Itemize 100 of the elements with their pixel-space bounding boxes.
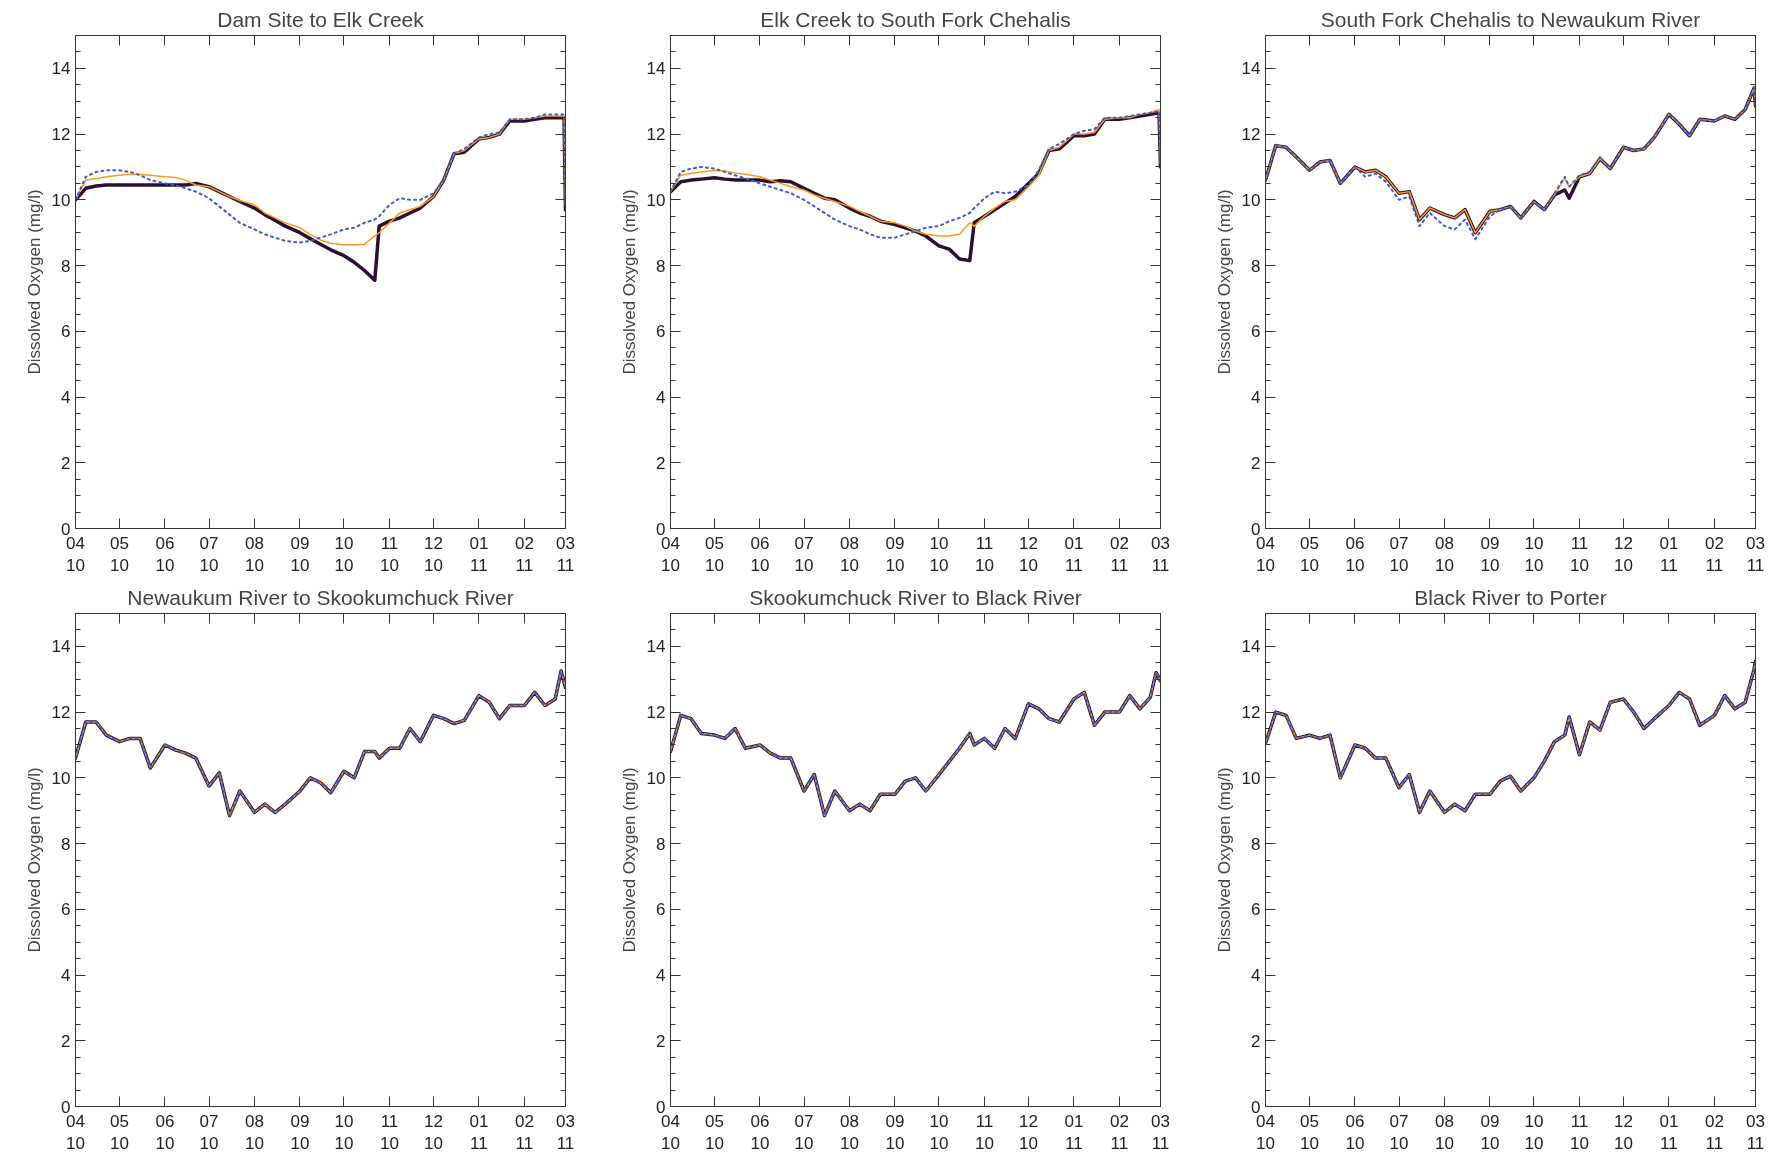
x-tick-label: 07 10 [794, 533, 814, 576]
y-tick-label: 12 [1241, 703, 1261, 723]
x-tick-label: 02 11 [1109, 1111, 1129, 1154]
y-tick-label: 12 [646, 703, 666, 723]
y-tick-label: 8 [1251, 256, 1261, 276]
y-tick-label: 14 [1241, 59, 1261, 79]
x-tick-label: 07 10 [1389, 533, 1409, 576]
y-tick-label: 12 [51, 703, 71, 723]
y-tick-label: 6 [1251, 900, 1261, 920]
x-tick-label: 08 10 [840, 1111, 859, 1154]
x-tick-label: 06 10 [750, 533, 770, 576]
x-tick-label: 03 11 [556, 533, 575, 576]
x-tick-label: 01 11 [469, 533, 489, 576]
x-tick-label: 11 10 [380, 533, 399, 576]
x-tick-label: 02 11 [1704, 533, 1724, 576]
x-tick-label: 01 11 [1064, 1111, 1084, 1154]
x-tick-label: 09 10 [1480, 1111, 1500, 1154]
y-tick-label: 10 [1241, 190, 1261, 210]
x-tick-label: 05 10 [110, 533, 129, 576]
x-tick-label: 08 10 [245, 1111, 264, 1154]
y-tick-label: 14 [646, 59, 666, 79]
y-tick-label: 4 [61, 966, 71, 986]
x-tick-label: 09 10 [885, 1111, 905, 1154]
y-tick-label: 12 [1241, 125, 1261, 145]
x-tick-label: 07 10 [1389, 1111, 1409, 1154]
x-tick-label: 02 11 [514, 1111, 534, 1154]
x-tick-label: 01 11 [1659, 533, 1679, 576]
y-tick-label: 2 [1251, 1031, 1261, 1051]
x-tick-label: 02 11 [514, 533, 534, 576]
x-tick-label: 07 10 [199, 533, 219, 576]
x-tick-label: 03 11 [1151, 533, 1170, 576]
y-tick-label: 10 [51, 768, 71, 788]
y-axis-title: Dissolved Oxygen (mg/l) [1214, 767, 1234, 953]
x-tick-label: 06 10 [155, 1111, 175, 1154]
x-tick-label: 03 11 [1746, 533, 1765, 576]
x-tick-label: 10 10 [1524, 533, 1544, 576]
chart-title: Elk Creek to South Fork Chehalis [760, 7, 1071, 31]
y-axis-title: Dissolved Oxygen (mg/l) [24, 189, 44, 375]
chart-title: Dam Site to Elk Creek [217, 7, 425, 31]
chart-title: Skookumchuck River to Black River [749, 585, 1082, 609]
y-tick-label: 10 [646, 190, 666, 210]
y-tick-label: 12 [51, 125, 71, 145]
y-tick-label: 14 [646, 637, 666, 657]
y-tick-label: 14 [1241, 637, 1261, 657]
x-tick-label: 11 10 [380, 1111, 399, 1154]
chart-title: Newaukum River to Skookumchuck River [127, 585, 514, 609]
x-tick-label: 11 10 [975, 1111, 994, 1154]
x-tick-label: 01 11 [469, 1111, 489, 1154]
y-tick-label: 4 [61, 388, 71, 408]
x-tick-label: 08 10 [840, 533, 859, 576]
y-axis-title: Dissolved Oxygen (mg/l) [619, 189, 639, 375]
x-tick-label: 11 10 [1570, 1111, 1589, 1154]
y-tick-label: 14 [51, 637, 71, 657]
y-tick-label: 6 [1251, 322, 1261, 342]
x-tick-label: 02 11 [1704, 1111, 1724, 1154]
chart-title: South Fork Chehalis to Newaukum River [1320, 7, 1701, 31]
x-tick-label: 05 10 [110, 1111, 129, 1154]
x-tick-label: 06 10 [1345, 1111, 1365, 1154]
x-tick-label: 03 11 [1746, 1111, 1765, 1154]
x-tick-label: 03 11 [1151, 1111, 1170, 1154]
x-tick-label: 10 10 [929, 533, 949, 576]
x-tick-label: 10 10 [929, 1111, 949, 1154]
y-tick-label: 10 [51, 190, 71, 210]
x-tick-label: 07 10 [794, 1111, 814, 1154]
x-tick-label: 02 11 [1109, 533, 1129, 576]
x-tick-label: 05 10 [705, 533, 724, 576]
y-tick-label: 2 [61, 453, 71, 473]
x-tick-label: 05 10 [1300, 1111, 1319, 1154]
y-tick-label: 6 [656, 900, 666, 920]
x-tick-label: 06 10 [1345, 533, 1365, 576]
x-tick-label: 12 10 [1614, 1111, 1633, 1154]
y-tick-label: 8 [1251, 834, 1261, 854]
x-tick-label: 12 10 [424, 533, 443, 576]
y-tick-label: 4 [656, 966, 666, 986]
x-tick-label: 09 10 [885, 533, 905, 576]
x-tick-label: 03 11 [556, 1111, 575, 1154]
x-tick-label: 05 10 [1300, 533, 1319, 576]
y-tick-label: 2 [656, 453, 666, 473]
y-tick-label: 6 [61, 322, 71, 342]
y-tick-label: 6 [61, 900, 71, 920]
y-tick-label: 12 [646, 125, 666, 145]
x-tick-label: 12 10 [1614, 533, 1633, 576]
x-tick-label: 06 10 [155, 533, 175, 576]
x-tick-label: 05 10 [705, 1111, 724, 1154]
y-tick-label: 10 [646, 768, 666, 788]
x-tick-label: 08 10 [1435, 533, 1454, 576]
y-axis-title: Dissolved Oxygen (mg/l) [1214, 189, 1234, 375]
y-tick-label: 8 [61, 256, 71, 276]
y-tick-label: 4 [656, 388, 666, 408]
y-tick-label: 8 [656, 256, 666, 276]
x-tick-label: 09 10 [290, 533, 310, 576]
x-tick-label: 10 10 [334, 1111, 354, 1154]
x-tick-label: 10 10 [1524, 1111, 1544, 1154]
y-tick-label: 2 [656, 1031, 666, 1051]
x-tick-label: 12 10 [424, 1111, 443, 1154]
x-tick-label: 07 10 [199, 1111, 219, 1154]
y-tick-label: 4 [1251, 966, 1261, 986]
x-tick-label: 09 10 [290, 1111, 310, 1154]
x-tick-label: 01 11 [1064, 533, 1084, 576]
x-tick-label: 11 10 [1570, 533, 1589, 576]
